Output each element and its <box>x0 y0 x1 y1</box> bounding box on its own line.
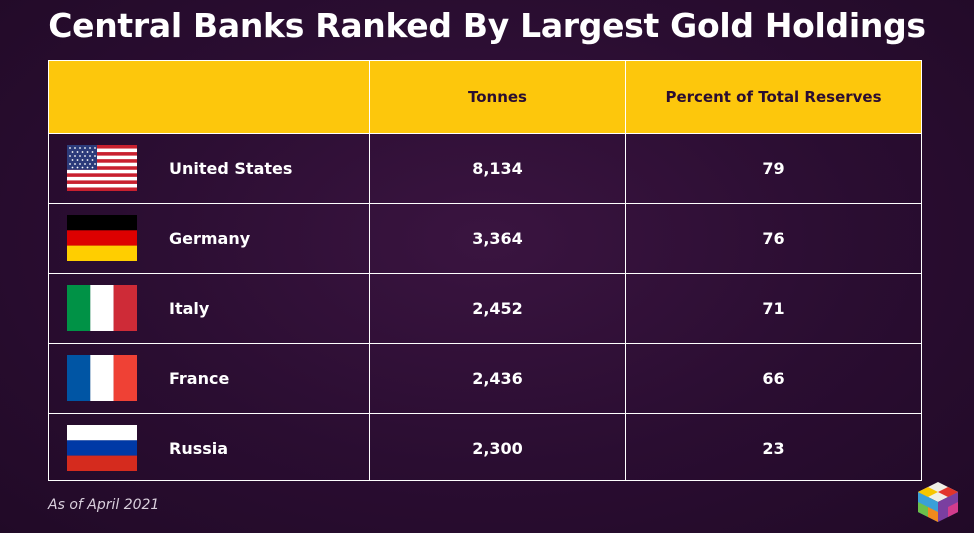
italy-flag-icon <box>67 285 137 331</box>
tonnes-value: 2,436 <box>472 369 523 388</box>
us-flag-icon <box>67 145 137 191</box>
percent-value: 23 <box>762 439 785 458</box>
france-flag-icon <box>67 355 137 401</box>
tonnes-value: 3,364 <box>472 229 523 248</box>
header-tonnes: Tonnes <box>467 88 527 106</box>
column-divider <box>369 61 370 480</box>
table-row: Germany 3,364 76 <box>49 203 921 273</box>
cube-logo-icon <box>914 480 962 524</box>
column-divider <box>625 61 626 480</box>
chart-title: Central Banks Ranked By Largest Gold Hol… <box>48 6 926 45</box>
table-row: Italy 2,452 71 <box>49 273 921 343</box>
percent-value: 79 <box>762 159 785 178</box>
percent-value: 71 <box>762 299 785 318</box>
country-name: United States <box>169 159 293 178</box>
table-header: Tonnes Percent of Total Reserves <box>49 61 921 133</box>
gold-holdings-table: Tonnes Percent of Total Reserves <box>48 60 922 481</box>
tonnes-value: 2,452 <box>472 299 523 318</box>
russia-flag-icon <box>67 425 137 471</box>
germany-flag-icon <box>67 215 137 261</box>
country-name: Italy <box>169 299 210 318</box>
country-name: Germany <box>169 229 251 248</box>
footnote: As of April 2021 <box>48 497 160 513</box>
header-percent: Percent of Total Reserves <box>665 88 882 106</box>
tonnes-value: 8,134 <box>472 159 523 178</box>
table-row: United States 8,134 79 <box>49 133 921 203</box>
table-row: Russia 2,300 23 <box>49 413 921 483</box>
header-country <box>49 61 369 133</box>
country-name: France <box>169 369 230 388</box>
table-row: France 2,436 66 <box>49 343 921 413</box>
percent-value: 66 <box>762 369 785 388</box>
tonnes-value: 2,300 <box>472 439 523 458</box>
percent-value: 76 <box>762 229 785 248</box>
country-name: Russia <box>169 439 229 458</box>
